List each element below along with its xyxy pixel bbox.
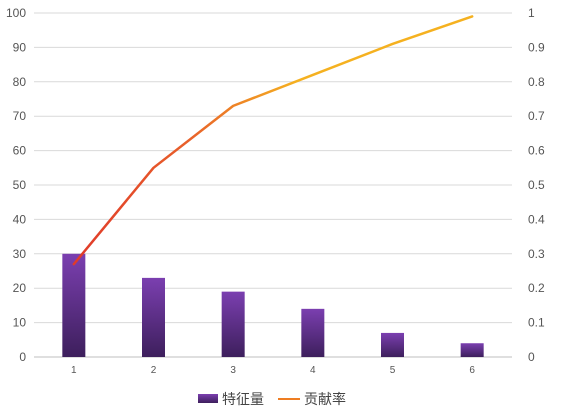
x-tick-label: 5	[390, 365, 396, 376]
x-tick-label: 2	[151, 365, 157, 376]
bar	[301, 308, 325, 357]
right-tick-label: 0.3	[528, 247, 545, 261]
left-tick-label: 30	[13, 247, 27, 261]
left-tick-label: 70	[13, 109, 27, 123]
bar	[221, 291, 245, 357]
left-tick-label: 40	[13, 212, 27, 226]
bar	[460, 343, 484, 357]
line-path	[72, 15, 474, 266]
legend-swatch-bar	[198, 394, 218, 403]
line-series	[72, 15, 474, 266]
gridlines	[34, 12, 512, 358]
bar	[62, 253, 86, 357]
bar-series	[62, 253, 484, 357]
right-tick-label: 0.1	[528, 316, 545, 330]
right-tick-label: 0.4	[528, 212, 545, 226]
left-tick-label: 60	[13, 144, 27, 158]
legend: 特征量 贡献率	[198, 391, 346, 408]
right-tick-label: 0	[528, 350, 535, 364]
left-tick-label: 80	[13, 75, 27, 89]
x-axis-ticks: 1 2 3 4 5 6	[71, 365, 475, 376]
x-tick-label: 6	[469, 365, 475, 376]
left-tick-label: 100	[6, 6, 26, 20]
right-tick-label: 0.2	[528, 281, 545, 295]
bar	[142, 277, 165, 357]
x-tick-label: 4	[310, 365, 316, 376]
x-tick-label: 1	[71, 365, 77, 376]
right-axis-ticks: 0 0.1 0.2 0.3 0.4 0.5 0.6 0.7 0.8 0.9 1	[528, 6, 545, 364]
left-tick-label: 90	[13, 40, 27, 54]
right-tick-label: 0.7	[528, 109, 545, 123]
right-tick-label: 0.8	[528, 75, 545, 89]
right-tick-label: 0.9	[528, 40, 545, 54]
left-axis-ticks: 0 10 20 30 40 50 60 70 80 90 100	[6, 6, 26, 364]
left-tick-label: 20	[13, 281, 27, 295]
left-tick-label: 10	[13, 316, 27, 330]
x-tick-label: 3	[230, 365, 236, 376]
right-tick-label: 1	[528, 6, 535, 20]
right-tick-label: 0.5	[528, 178, 545, 192]
left-tick-label: 0	[19, 350, 26, 364]
left-tick-label: 50	[13, 178, 27, 192]
legend-label-bar: 特征量	[222, 392, 264, 408]
legend-label-line: 贡献率	[304, 391, 346, 408]
bar	[381, 332, 404, 357]
right-tick-label: 0.6	[528, 144, 545, 158]
